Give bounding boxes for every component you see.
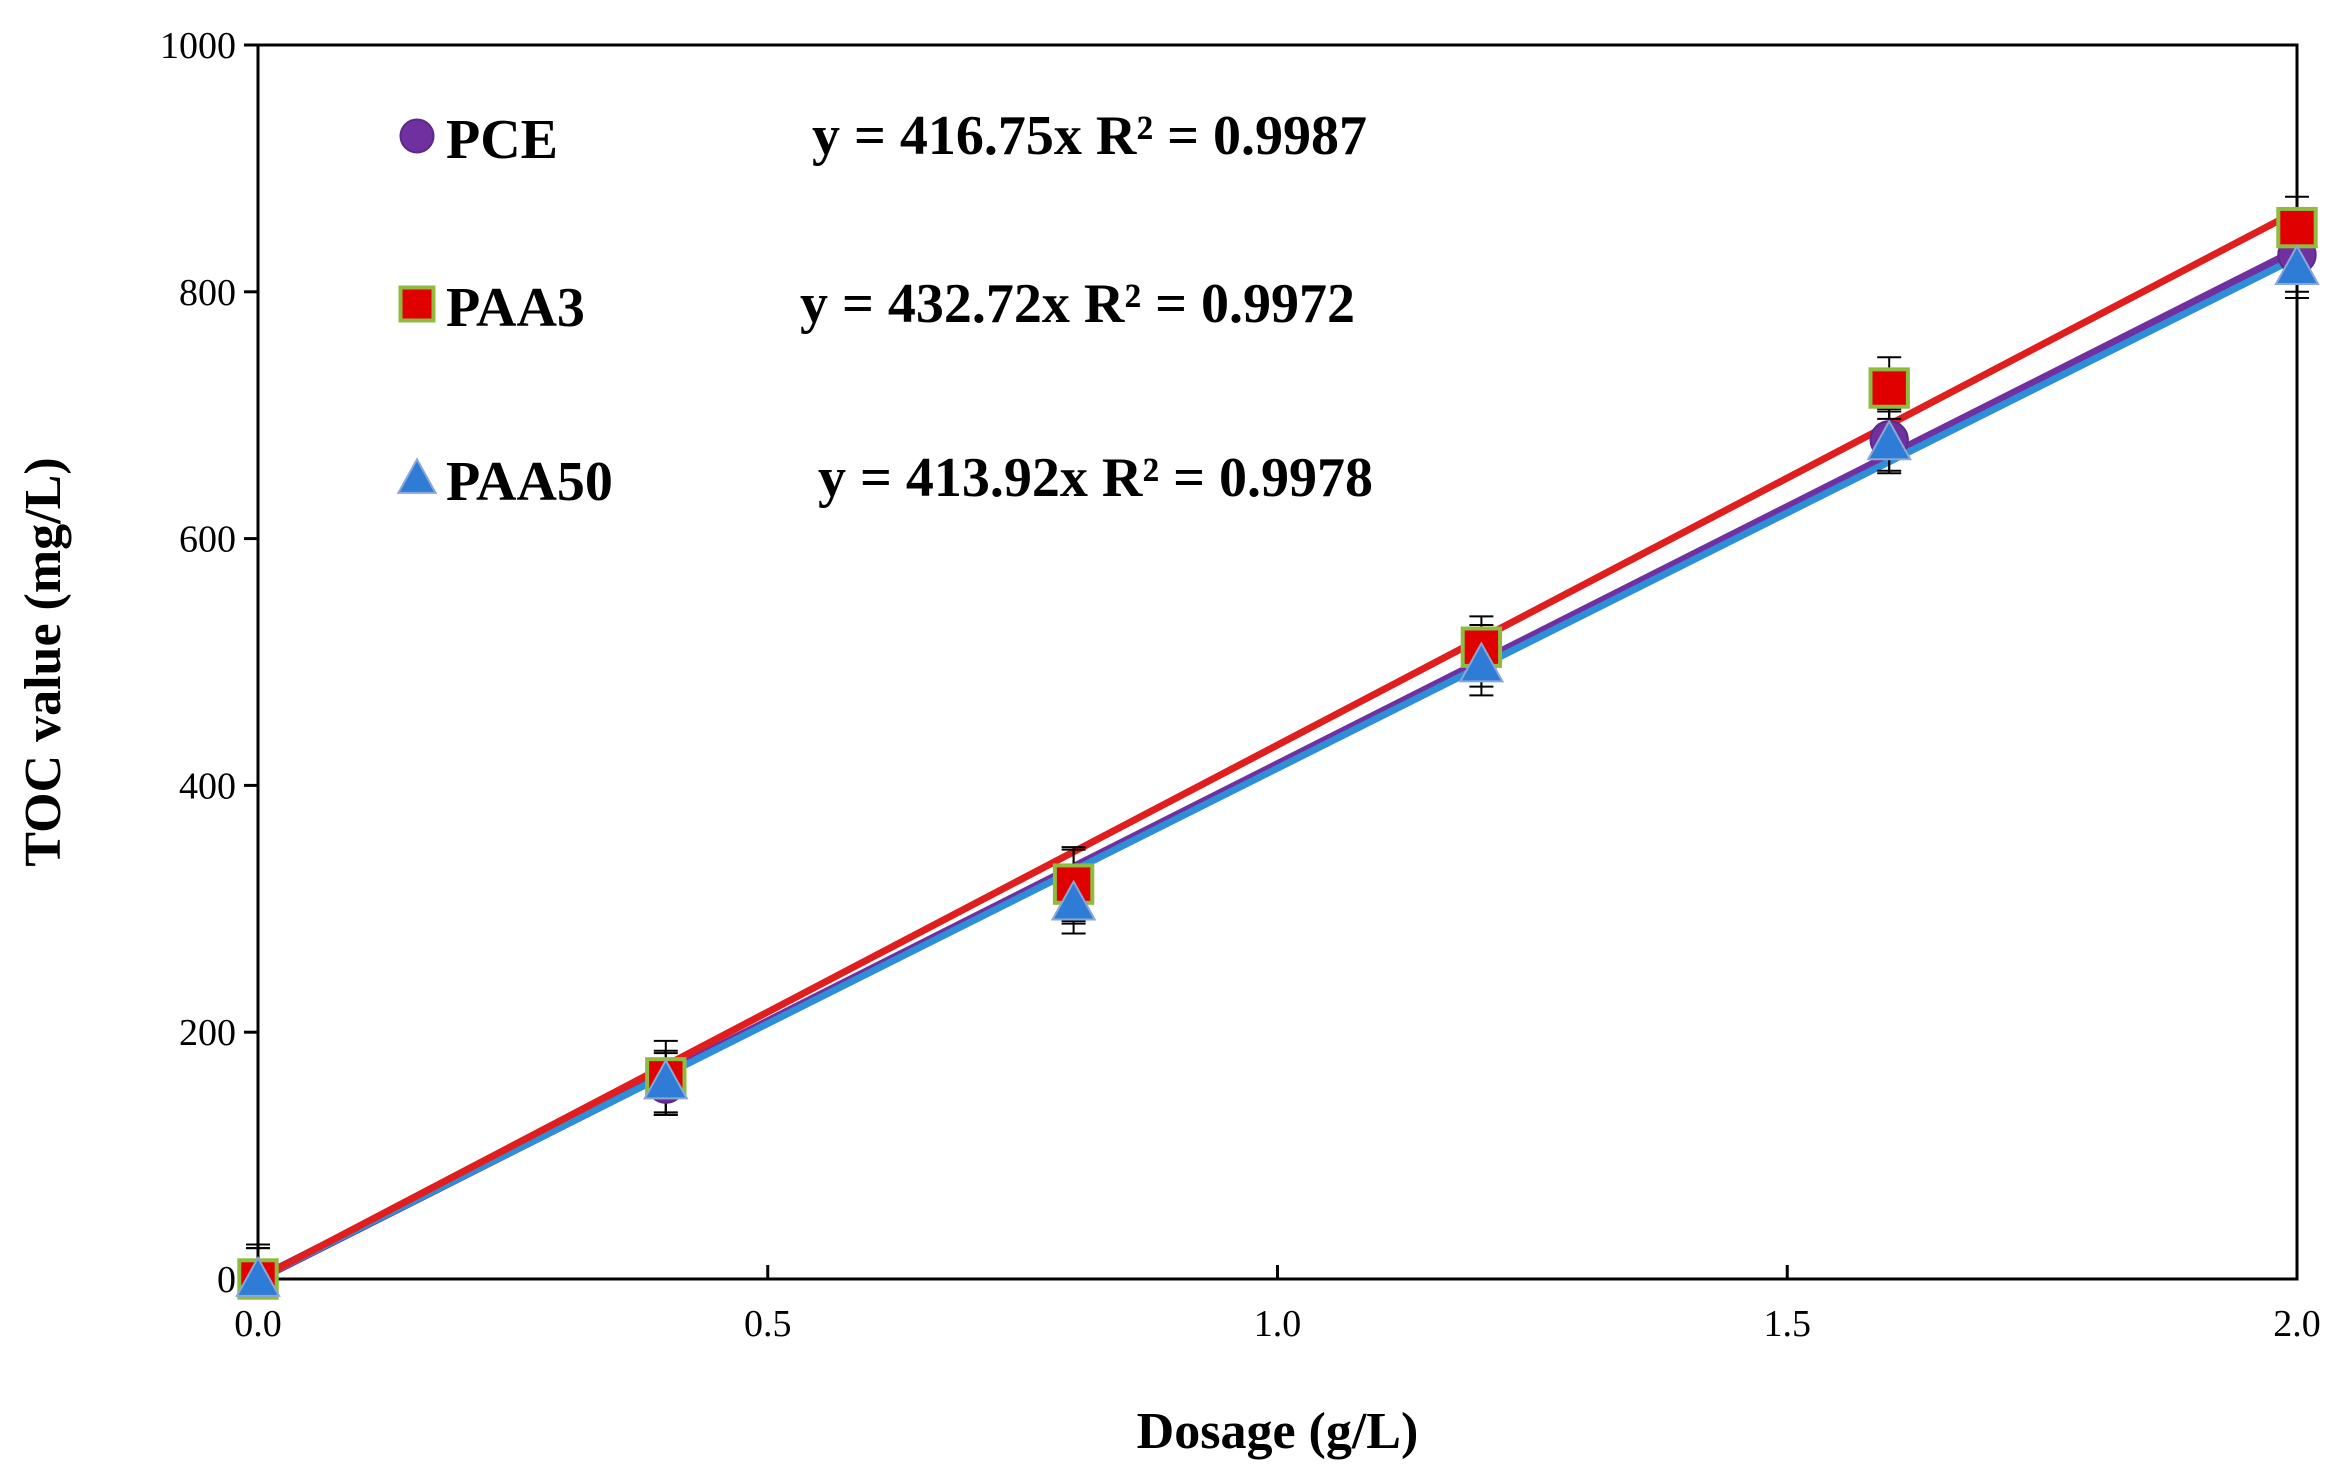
point-paa50 [643,1058,689,1100]
x-axis-title: Dosage (g/L) [1137,1403,1419,1460]
legend-label-pce: PCE [446,109,558,171]
x-tick-label: 2.0 [2273,1303,2321,1345]
axes: 0.0 0.5 1.0 1.5 2.0 0 200 400 600 800 1000 [160,25,2321,1345]
fit-equation-paa3: y = 432.72x R² = 0.9972 [800,273,1355,335]
x-tick-label: 1.5 [1764,1303,1812,1345]
y-tick-label: 600 [179,519,236,561]
x-tick-label: 0.0 [234,1303,282,1345]
legend-marker-paa50 [396,457,438,494]
y-tick-label: 200 [179,1012,236,1054]
point-paa50 [235,1255,281,1297]
point-paa50 [1866,419,1912,461]
fit-line-paa3 [254,207,2301,1283]
fit-equation-paa50: y = 413.92x R² = 0.9978 [818,447,1373,509]
y-tick-label: 400 [179,765,236,807]
y-tick-label: 0 [217,1259,236,1301]
y-tick-label: 800 [179,272,236,314]
point-paa50 [1050,879,1097,921]
x-tick-label: 1.0 [1254,1303,1302,1345]
legend-label-paa3: PAA3 [446,277,585,339]
legend-label-paa50: PAA50 [446,451,613,513]
legend: PCE y = 416.75x R² = 0.9987 PAA3 y = 432.72… [396,105,1373,513]
point-paa50 [2274,243,2320,285]
y-axis-title: TOC value (mg/L) [15,457,72,866]
point-paa3 [1868,367,1910,409]
error-bars [246,195,2309,1280]
fit-line-paa50 [254,253,2301,1283]
legend-marker-paa3 [398,285,436,323]
plot-frame [256,43,2299,1281]
y-tick-label: 1000 [160,25,236,67]
legend-marker-pce [399,118,435,154]
x-tick-label: 0.5 [744,1303,792,1345]
point-paa50 [1458,641,1505,683]
data-points [235,206,2320,1300]
point-paa3 [2276,206,2318,249]
fit-lines [253,207,2302,1284]
fit-equation-pce: y = 416.75x R² = 0.9987 [812,105,1367,167]
